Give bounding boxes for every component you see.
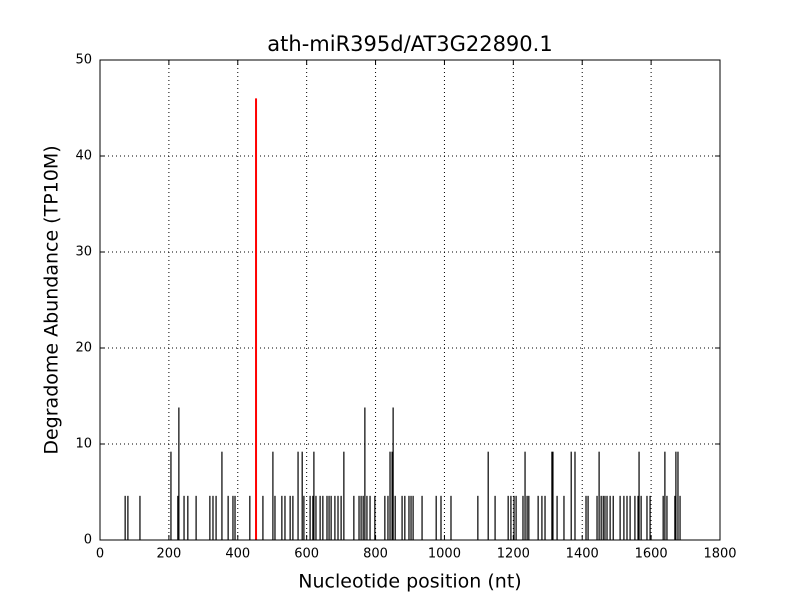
x-axis-label: Nucleotide position (nt): [298, 571, 521, 593]
y-axis-label: Degradome Abundance (TP10M): [41, 145, 63, 454]
plot-frame: [99, 59, 721, 541]
x-tick-label: 1600: [635, 547, 668, 562]
x-tick-label: 200: [156, 547, 181, 562]
y-tick-label: 0: [84, 533, 92, 548]
y-tick-label: 20: [75, 341, 92, 356]
y-tick-label: 10: [75, 437, 92, 452]
x-tick-label: 400: [225, 547, 250, 562]
x-tick-label: 800: [363, 547, 388, 562]
x-tick-label: 600: [294, 547, 319, 562]
y-tick-label: 30: [75, 245, 92, 260]
x-tick-label: 1800: [703, 547, 736, 562]
y-tick-label: 50: [75, 53, 92, 68]
x-tick-label: 1000: [428, 547, 461, 562]
x-tick-label: 0: [96, 547, 104, 562]
x-tick-label: 1400: [566, 547, 599, 562]
y-tick-label: 40: [75, 149, 92, 164]
chart-title: ath-miR395d/AT3G22890.1: [267, 32, 552, 56]
x-tick-label: 1200: [497, 547, 530, 562]
